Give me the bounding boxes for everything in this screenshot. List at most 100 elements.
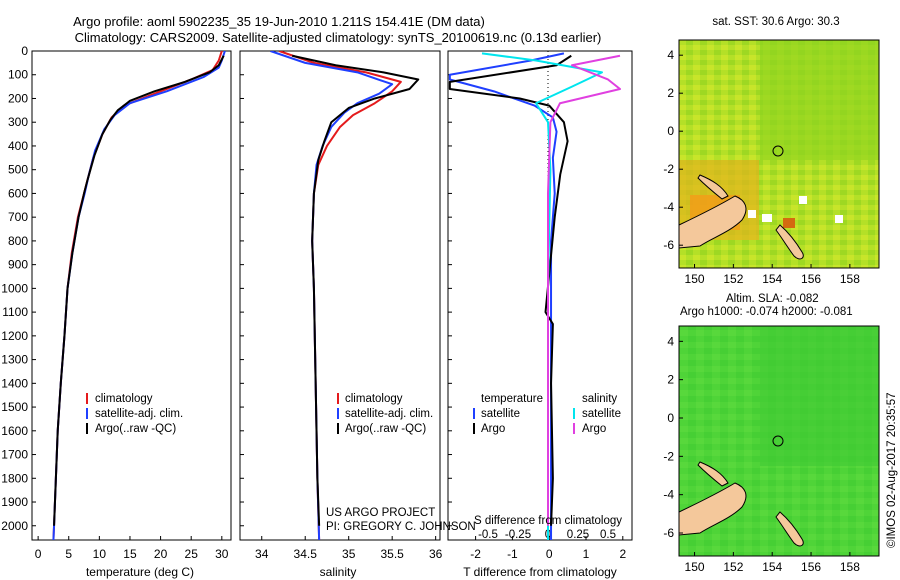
sla-map-axes: 150 152 154 156 158 4 2 0 -2 -4 -6 bbox=[663, 334, 860, 574]
legend-title-salinity: salinity bbox=[582, 393, 617, 405]
depth-tick-label: 700 bbox=[8, 210, 28, 224]
series-line-climatology bbox=[52, 51, 223, 540]
series-line-t-argo bbox=[448, 54, 572, 526]
map-y-tick-label: -2 bbox=[663, 449, 674, 463]
sst-map-title: sat. SST: 30.6 Argo: 30.3 bbox=[712, 16, 839, 28]
map-x-tick-label: 158 bbox=[840, 272, 860, 286]
x-tick-label: -1 bbox=[507, 547, 518, 561]
depth-tick-label: 1300 bbox=[1, 353, 28, 367]
sst-cool-region bbox=[760, 40, 879, 160]
map-y-tick-label: 0 bbox=[667, 124, 674, 138]
argo-position-marker bbox=[772, 435, 784, 447]
sst-map bbox=[678, 39, 880, 269]
sla-map-frame bbox=[678, 325, 880, 557]
x-tick-label: 34 bbox=[255, 547, 269, 561]
x-tick-label: 30 bbox=[215, 547, 229, 561]
argo-position-marker bbox=[772, 145, 784, 157]
temperature-x-axis: 0 5 10 15 20 25 30 bbox=[35, 536, 229, 561]
imos-stamp: ©IMOS 02-Aug-2017 20:35:57 bbox=[886, 392, 898, 548]
depth-tick-label: 1400 bbox=[1, 376, 28, 390]
depth-tick-label: 400 bbox=[8, 139, 28, 153]
series-line-climatology bbox=[278, 51, 402, 540]
temperature-panel-frame bbox=[31, 50, 232, 541]
series-line-argo-raw-qc- bbox=[53, 55, 225, 526]
depth-axis: 0 100 200 300 400 500 600 700 800 900 1000 1100 1200… bbox=[1, 44, 452, 533]
depth-tick-label: 900 bbox=[8, 258, 28, 272]
depth-tick-label: 0 bbox=[21, 44, 28, 58]
map-y-tick-label: -6 bbox=[663, 238, 674, 252]
sla-map-title-line-1: Altim. SLA: -0.082 bbox=[726, 293, 819, 305]
depth-tick-label: 2000 bbox=[1, 519, 28, 533]
map-y-tick-label: -4 bbox=[663, 488, 674, 502]
t-difference-label: T difference from climatology bbox=[463, 565, 617, 579]
x-tick-label: -2 bbox=[470, 547, 481, 561]
sla-map-title-line-2: Argo h1000: -0.074 h2000: -0.081 bbox=[680, 306, 853, 318]
series-line-t-satellite bbox=[448, 52, 565, 540]
s-difference-label: S difference from climatology bbox=[474, 515, 622, 527]
s-tick-label: 0.5 bbox=[600, 529, 616, 541]
legend-label-satellite: satellite-adj. clim. bbox=[95, 408, 183, 420]
difference-panel-frame bbox=[447, 50, 633, 541]
sst-missing-pixel bbox=[835, 215, 843, 223]
map-x-tick-label: 156 bbox=[801, 560, 821, 574]
x-tick-label: 1 bbox=[583, 547, 590, 561]
project-annotation-line-1: US ARGO PROJECT bbox=[326, 507, 435, 519]
land-new-britain bbox=[678, 195, 747, 249]
salinity-lines bbox=[270, 51, 420, 540]
x-tick-label: 35 bbox=[342, 547, 356, 561]
land-new-britain bbox=[678, 482, 747, 536]
land-new-ireland bbox=[697, 461, 729, 487]
legend-title-temperature: temperature bbox=[481, 393, 543, 405]
depth-tick-label: 1000 bbox=[1, 281, 28, 295]
map-y-tick-label: 2 bbox=[667, 373, 674, 387]
depth-tick-label: 300 bbox=[8, 115, 28, 129]
depth-tick-label: 800 bbox=[8, 234, 28, 248]
title-line-1: Argo profile: aoml 5902235_35 19-Jun-201… bbox=[73, 14, 485, 29]
map-x-tick-label: 150 bbox=[685, 560, 705, 574]
legend-label-argo: Argo(..raw -QC) bbox=[95, 423, 176, 435]
legend-label-climatology: climatology bbox=[345, 393, 403, 405]
sla-map bbox=[678, 325, 880, 557]
legend-label-satellite: satellite-adj. clim. bbox=[345, 408, 433, 420]
x-tick-label: 36 bbox=[429, 547, 443, 561]
series-line-argo-raw-qc- bbox=[291, 54, 420, 526]
map-y-tick-label: 4 bbox=[667, 48, 674, 62]
x-tick-label: 34.5 bbox=[294, 547, 318, 561]
difference-lines bbox=[448, 52, 621, 540]
project-annotation-line-2: PI: GREGORY C. JOHNSON bbox=[326, 521, 476, 533]
map-y-tick-label: -2 bbox=[663, 162, 674, 176]
sla-region bbox=[760, 326, 879, 466]
map-y-tick-label: -6 bbox=[663, 526, 674, 540]
x-tick-label: 10 bbox=[93, 547, 107, 561]
legend-label-s-argo: Argo bbox=[582, 423, 606, 435]
x-tick-label: 2 bbox=[619, 547, 626, 561]
depth-tick-label: 100 bbox=[8, 68, 28, 82]
series-line-s-argo bbox=[547, 54, 621, 526]
map-x-tick-label: 152 bbox=[723, 560, 743, 574]
series-line-satellite-adj-clim- bbox=[52, 51, 226, 540]
map-x-tick-label: 152 bbox=[723, 272, 743, 286]
x-tick-label: 25 bbox=[185, 547, 199, 561]
depth-tick-label: 1500 bbox=[1, 400, 28, 414]
depth-tick-label: 200 bbox=[8, 91, 28, 105]
map-x-tick-label: 150 bbox=[685, 272, 705, 286]
legend-label-climatology: climatology bbox=[95, 393, 153, 405]
map-y-tick-label: 4 bbox=[667, 334, 674, 348]
x-tick-label: 15 bbox=[123, 547, 137, 561]
s-tick-label: 0.25 bbox=[567, 529, 589, 541]
x-tick-label: 5 bbox=[65, 547, 72, 561]
x-tick-label: 0 bbox=[35, 547, 42, 561]
sst-map-axes: 150 152 154 156 158 4 2 0 -2 -4 -6 bbox=[663, 48, 860, 286]
sst-map-frame bbox=[678, 39, 880, 269]
map-x-tick-label: 154 bbox=[762, 560, 782, 574]
salinity-legend: climatology satellite-adj. clim. Argo(..… bbox=[337, 393, 433, 435]
x-tick-label: 35.5 bbox=[380, 547, 404, 561]
depth-tick-label: 600 bbox=[8, 186, 28, 200]
sst-missing-pixel bbox=[799, 196, 807, 204]
sst-missing-pixel bbox=[762, 214, 772, 222]
map-y-tick-label: -4 bbox=[663, 200, 674, 214]
title-line-2: Climatology: CARS2009. Satellite-adjuste… bbox=[75, 30, 602, 45]
temperature-lines bbox=[52, 51, 226, 540]
depth-tick-label: 1200 bbox=[1, 329, 28, 343]
s-tick-label: -0.25 bbox=[505, 529, 531, 541]
